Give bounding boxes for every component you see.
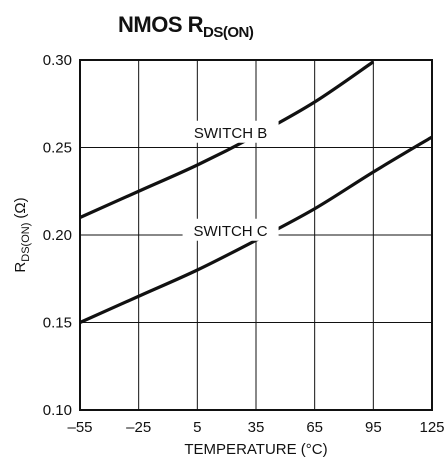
y-axis-label-sub: DS(ON) — [20, 223, 32, 262]
x-tick-label: 5 — [193, 419, 201, 436]
x-tick-label: 35 — [248, 419, 265, 436]
y-axis-label: RDS(ON) (Ω) — [12, 197, 32, 272]
x-tick-label: –25 — [126, 419, 151, 436]
x-axis-label: TEMPERATURE (°C) — [184, 441, 327, 458]
y-axis-label-unit: (Ω) — [12, 197, 29, 218]
y-tick-label: 0.10 — [43, 402, 72, 419]
series-label: SWITCH B — [194, 125, 267, 142]
annotations: SWITCH B SWITCH C — [182, 120, 279, 241]
x-tick-label: 65 — [306, 419, 323, 436]
x-tick-label: –55 — [67, 419, 92, 436]
y-tick-label: 0.25 — [43, 140, 72, 157]
y-tick-label: 0.30 — [43, 52, 72, 69]
series-line-switch-b — [79, 60, 375, 219]
annotation-background — [182, 120, 279, 143]
tick-labels: –55 –25 5 35 65 95 125 0.10 0.15 0.20 0.25 0.30 — [43, 52, 445, 436]
series-label: SWITCH C — [193, 223, 267, 240]
chart-title: NMOS RDS(ON) — [118, 12, 254, 41]
plot-frame — [79, 59, 433, 411]
y-axis-label-main: R — [12, 262, 29, 273]
x-tick-label: 95 — [365, 419, 382, 436]
y-tick-label: 0.20 — [43, 227, 72, 244]
chart-title-subscript: DS(ON) — [203, 24, 254, 41]
y-tick-label: 0.15 — [43, 315, 72, 332]
x-tick-label: 125 — [419, 419, 444, 436]
annotation-background — [182, 218, 279, 241]
